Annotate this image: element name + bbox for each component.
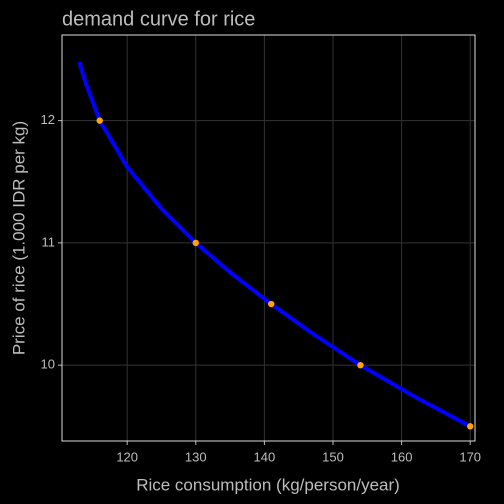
data-point bbox=[268, 300, 275, 308]
x-tick-label: 160 bbox=[391, 449, 413, 464]
x-tick-label: 120 bbox=[116, 449, 138, 464]
data-point bbox=[96, 117, 103, 124]
data-point bbox=[192, 239, 199, 247]
chart-title: demand curve for rice bbox=[62, 8, 255, 30]
x-tick-label: 140 bbox=[254, 449, 276, 464]
x-tick-label: 130 bbox=[185, 449, 207, 464]
x-axis-label: Rice consumption (kg/person/year) bbox=[136, 475, 400, 494]
panel-border bbox=[61, 34, 476, 442]
y-tick-label: 11 bbox=[42, 234, 56, 249]
data-point bbox=[357, 361, 364, 369]
demand-curve bbox=[77, 61, 472, 429]
x-tick-label: 150 bbox=[322, 449, 344, 464]
data-point bbox=[466, 423, 474, 430]
y-tick-label: 10 bbox=[41, 357, 55, 372]
y-tick-label: 12 bbox=[41, 112, 55, 127]
y-axis-label: Price of rice (1.000 IDR per kg) bbox=[9, 121, 28, 355]
x-tick-label: 170 bbox=[459, 449, 481, 464]
